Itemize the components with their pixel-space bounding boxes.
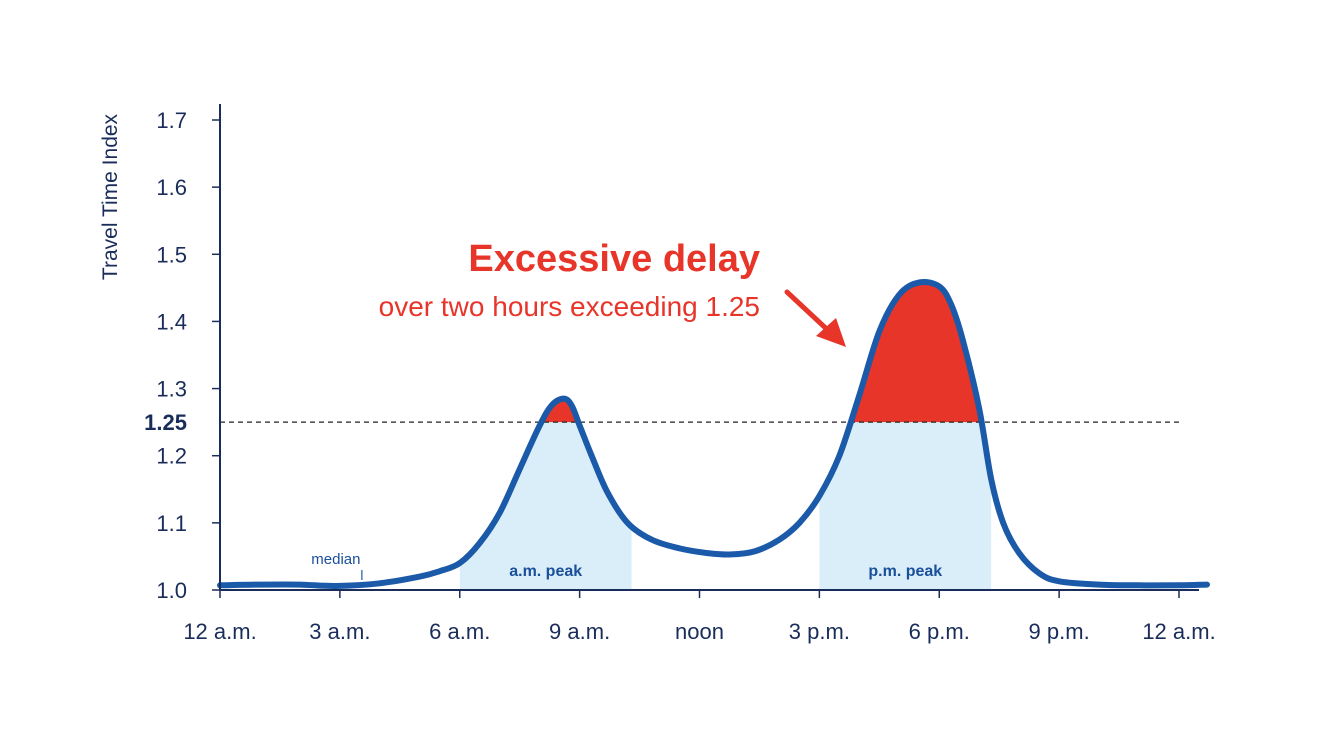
peak-band-1 <box>459 422 632 590</box>
peak-band-label-1: a.m. peak <box>509 563 582 580</box>
x-tick-label-0: 12 a.m. <box>183 619 256 644</box>
chart-title: Excessive delay <box>468 238 760 280</box>
threshold-label: 1.25 <box>144 410 187 435</box>
x-tick-label-8: 12 a.m. <box>1142 619 1215 644</box>
x-tick-label-6: 6 p.m. <box>909 619 970 644</box>
x-tick-label-5: 3 p.m. <box>789 619 850 644</box>
arrow-head <box>816 318 846 347</box>
y-ticks: 1.0 1.1 1.2 1.3 1.4 1.5 1.6 1.7 <box>156 108 220 603</box>
peak-band-labels: a.m. peak p.m. peak <box>509 563 942 580</box>
peak-band-label-2: p.m. peak <box>868 563 942 580</box>
y-tick-label-0: 1.0 <box>156 578 187 603</box>
peak-band-2 <box>819 422 992 590</box>
y-tick-label-5: 1.5 <box>156 242 187 267</box>
chart-subtitle: over two hours exceeding 1.25 <box>379 291 760 322</box>
median-annotation: median <box>311 551 360 568</box>
y-tick-label-7: 1.7 <box>156 108 187 133</box>
x-tick-label-3: 9 a.m. <box>549 619 610 644</box>
y-axis-title: Travel Time Index <box>99 113 122 280</box>
excess-delay-arrow <box>784 289 846 347</box>
y-tick-label-6: 1.6 <box>156 175 187 200</box>
y-tick-label-1: 1.1 <box>156 511 187 536</box>
y-tick-label-4: 1.4 <box>156 309 187 334</box>
x-tick-label-2: 6 a.m. <box>429 619 490 644</box>
x-tick-label-1: 3 a.m. <box>309 619 370 644</box>
y-tick-label-3: 1.3 <box>156 377 187 402</box>
axes <box>219 104 1199 591</box>
arrow-shaft <box>784 289 835 337</box>
series-line <box>217 279 1210 590</box>
x-tick-label-7: 9 p.m. <box>1029 619 1090 644</box>
excess-area-2 <box>850 282 981 423</box>
x-ticks: 12 a.m. 3 a.m. 6 a.m. 9 a.m. noon 3 p.m. 6 p.m… <box>183 590 1216 644</box>
y-tick-label-2: 1.2 <box>156 444 187 469</box>
peak-bands <box>459 422 992 590</box>
x-tick-label-4: noon <box>675 619 724 644</box>
